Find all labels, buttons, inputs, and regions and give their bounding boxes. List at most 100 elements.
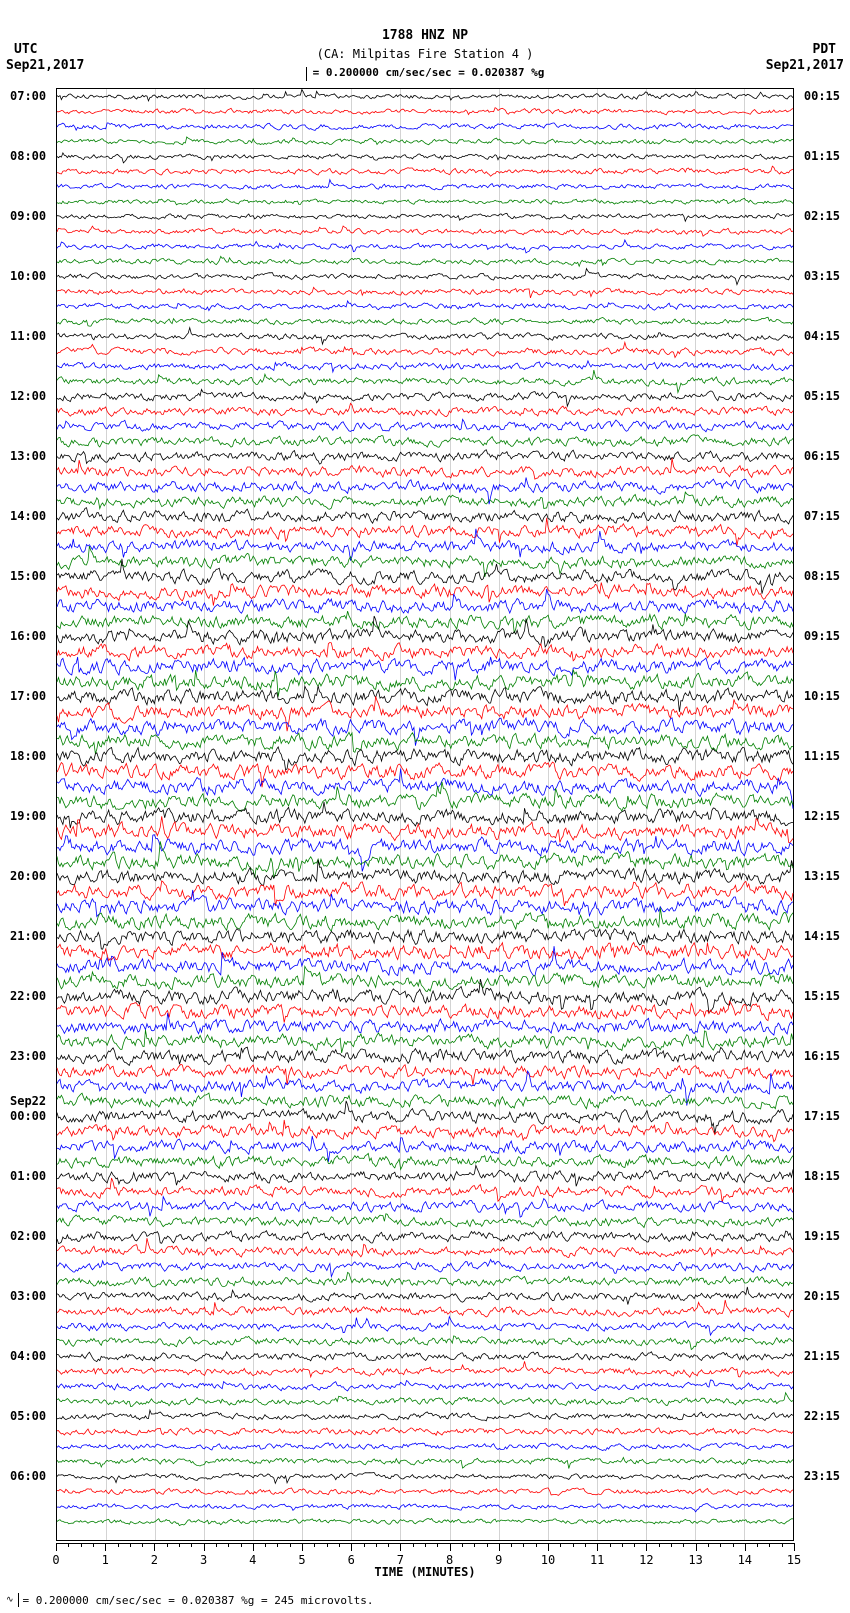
x-tick-label: 10 (541, 1553, 555, 1567)
right-time-label: 09:15 (804, 629, 840, 643)
trace-row (57, 434, 793, 449)
left-time-label: 21:00 (10, 929, 46, 943)
x-tick (745, 1543, 746, 1551)
trace-row (57, 839, 793, 854)
left-time-label: 10:00 (10, 269, 46, 283)
footer-scale: ∿ = 0.200000 cm/sec/sec = 0.020387 %g = … (6, 1593, 374, 1607)
trace-row (57, 1514, 793, 1529)
scale-bar-icon (18, 1593, 19, 1607)
trace-row (57, 104, 793, 119)
left-time-label: 15:00 (10, 569, 46, 583)
x-tick-label: 3 (200, 1553, 207, 1567)
x-tick-minor (474, 1543, 475, 1547)
x-tick (646, 1543, 647, 1551)
x-tick-minor (683, 1543, 684, 1547)
right-time-label: 01:15 (804, 149, 840, 163)
right-time-label: 08:15 (804, 569, 840, 583)
right-time-label: 02:15 (804, 209, 840, 223)
trace-row (57, 389, 793, 404)
right-time-label: 04:15 (804, 329, 840, 343)
trace-row (57, 284, 793, 299)
trace-row (57, 89, 793, 104)
trace-row (57, 1064, 793, 1079)
trace-row (57, 809, 793, 824)
trace-row (57, 299, 793, 314)
trace-row (57, 1229, 793, 1244)
trace-row (57, 614, 793, 629)
x-tick (696, 1543, 697, 1551)
x-tick-minor (388, 1543, 389, 1547)
right-time-label: 20:15 (804, 1289, 840, 1303)
trace-row (57, 1439, 793, 1454)
trace-row (57, 494, 793, 509)
x-tick-minor (610, 1543, 611, 1547)
left-time-label: 06:00 (10, 1469, 46, 1483)
trace-row (57, 524, 793, 539)
right-time-label: 13:15 (804, 869, 840, 883)
x-tick-label: 11 (590, 1553, 604, 1567)
right-time-label: 21:15 (804, 1349, 840, 1363)
right-time-label: 18:15 (804, 1169, 840, 1183)
trace-row (57, 1199, 793, 1214)
trace-row (57, 899, 793, 914)
trace-row (57, 1409, 793, 1424)
trace-row (57, 644, 793, 659)
x-tick-minor (782, 1543, 783, 1547)
x-tick-minor (560, 1543, 561, 1547)
left-time-label: 02:00 (10, 1229, 46, 1243)
left-time-label: 04:00 (10, 1349, 46, 1363)
x-tick (400, 1543, 401, 1551)
trace-row (57, 704, 793, 719)
right-time-label: 14:15 (804, 929, 840, 943)
trace-row (57, 629, 793, 644)
trace-row (57, 974, 793, 989)
x-tick-label: 0 (52, 1553, 59, 1567)
trace-row (57, 959, 793, 974)
x-tick-label: 5 (298, 1553, 305, 1567)
trace-row (57, 1079, 793, 1094)
scale-text: = 0.200000 cm/sec/sec = 0.020387 %g (313, 66, 545, 80)
x-tick-minor (425, 1543, 426, 1547)
x-tick-minor (339, 1543, 340, 1547)
right-date: Sep21,2017 (766, 58, 844, 73)
trace-row (57, 239, 793, 254)
x-tick-minor (585, 1543, 586, 1547)
trace-row (57, 269, 793, 284)
left-day-label: Sep22 (10, 1094, 46, 1108)
x-tick-minor (167, 1543, 168, 1547)
x-tick-label: 7 (397, 1553, 404, 1567)
x-tick-label: 2 (151, 1553, 158, 1567)
left-time-label: 00:00 (10, 1109, 46, 1123)
right-time-label: 17:15 (804, 1109, 840, 1123)
x-tick-minor (634, 1543, 635, 1547)
helicorder-plot (56, 88, 794, 1541)
x-tick-minor (720, 1543, 721, 1547)
right-time-label: 06:15 (804, 449, 840, 463)
left-date: Sep21,2017 (6, 58, 84, 73)
x-tick-minor (769, 1543, 770, 1547)
trace-row (57, 224, 793, 239)
x-tick-minor (708, 1543, 709, 1547)
x-tick-label: 15 (787, 1553, 801, 1567)
trace-row (57, 824, 793, 839)
trace-row (57, 314, 793, 329)
footer-text: = 0.200000 cm/sec/sec = 0.020387 %g = 24… (23, 1594, 374, 1607)
x-axis-title: TIME (MINUTES) (374, 1565, 475, 1579)
trace-row (57, 1184, 793, 1199)
trace-row (57, 584, 793, 599)
trace-row (57, 209, 793, 224)
trace-row (57, 869, 793, 884)
station-subtitle: (CA: Milpitas Fire Station 4 ) (0, 47, 850, 63)
x-tick-minor (536, 1543, 537, 1547)
left-time-label: 14:00 (10, 509, 46, 523)
trace-row (57, 719, 793, 734)
x-tick-minor (179, 1543, 180, 1547)
trace-row (57, 884, 793, 899)
trace-row (57, 764, 793, 779)
right-time-label: 15:15 (804, 989, 840, 1003)
trace-row (57, 1349, 793, 1364)
x-tick-minor (241, 1543, 242, 1547)
x-tick-minor (622, 1543, 623, 1547)
right-time-label: 19:15 (804, 1229, 840, 1243)
x-tick-minor (277, 1543, 278, 1547)
